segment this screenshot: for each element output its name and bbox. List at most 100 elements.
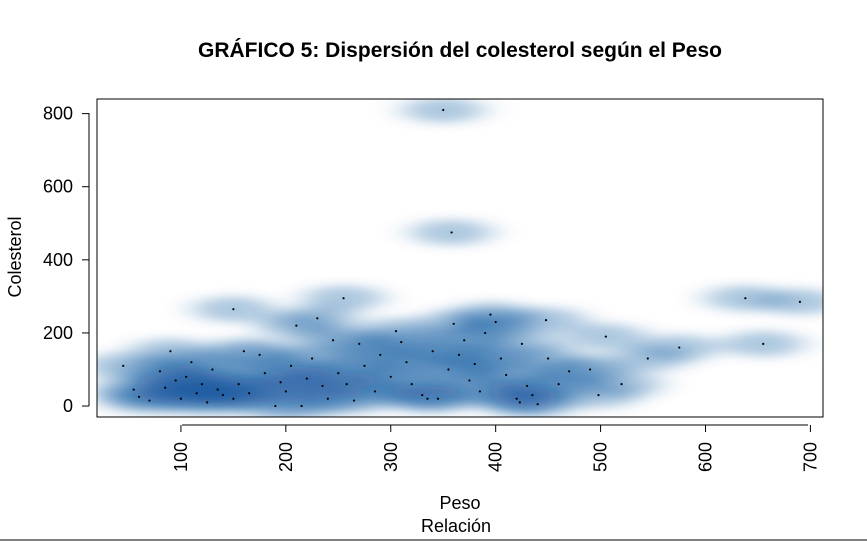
data-point bbox=[426, 397, 429, 400]
data-point bbox=[373, 390, 377, 393]
data-point bbox=[597, 393, 600, 397]
data-point bbox=[531, 393, 534, 397]
x-tick-label: 600 bbox=[695, 442, 715, 472]
data-point bbox=[179, 397, 183, 400]
data-point bbox=[436, 397, 440, 400]
data-point bbox=[798, 300, 802, 303]
data-point bbox=[169, 350, 172, 353]
data-point bbox=[331, 339, 335, 342]
data-point bbox=[646, 357, 649, 360]
data-point bbox=[258, 353, 261, 356]
data-point bbox=[326, 397, 329, 400]
plot-frame bbox=[96, 98, 824, 418]
data-point bbox=[232, 397, 235, 400]
x-tick-label: 700 bbox=[800, 442, 820, 472]
data-point bbox=[190, 361, 193, 364]
data-point bbox=[568, 370, 571, 373]
data-point bbox=[263, 372, 266, 375]
data-point bbox=[206, 401, 209, 404]
data-point bbox=[450, 231, 453, 234]
data-point bbox=[536, 403, 539, 406]
data-point bbox=[221, 393, 224, 397]
data-point bbox=[185, 375, 188, 378]
data-point bbox=[604, 335, 607, 338]
data-point bbox=[379, 353, 382, 356]
density-layer bbox=[97, 99, 823, 417]
data-point bbox=[452, 322, 455, 325]
data-point bbox=[195, 392, 198, 395]
x-tick-label: 200 bbox=[276, 442, 296, 472]
data-point bbox=[242, 350, 245, 353]
data-point bbox=[295, 324, 298, 327]
y-tick-label: 0 bbox=[63, 396, 73, 416]
x-tick-label: 300 bbox=[381, 442, 401, 472]
x-tick-label: 500 bbox=[591, 442, 611, 472]
data-point bbox=[557, 383, 560, 386]
y-tick-label: 200 bbox=[43, 323, 73, 343]
data-point bbox=[310, 357, 314, 360]
data-point bbox=[473, 362, 476, 366]
chart-title: GRÁFICO 5: Dispersión del colesterol seg… bbox=[198, 39, 722, 62]
data-point bbox=[122, 364, 125, 367]
data-point bbox=[289, 364, 293, 367]
data-point bbox=[447, 368, 450, 371]
data-point bbox=[463, 339, 466, 342]
data-point bbox=[216, 388, 219, 391]
data-point bbox=[457, 353, 461, 356]
data-point bbox=[352, 399, 356, 402]
data-point bbox=[394, 330, 398, 333]
data-point bbox=[431, 350, 434, 353]
data-point bbox=[148, 399, 151, 402]
data-point bbox=[358, 342, 361, 345]
data-point bbox=[762, 342, 765, 345]
x-axis-label: Peso bbox=[439, 493, 480, 513]
data-point bbox=[305, 377, 308, 380]
data-point bbox=[237, 383, 240, 386]
data-point bbox=[544, 319, 548, 322]
data-point bbox=[484, 331, 487, 335]
data-point bbox=[316, 317, 319, 320]
data-point bbox=[468, 379, 471, 382]
data-point bbox=[620, 383, 623, 386]
density-blob bbox=[759, 288, 823, 315]
data-point bbox=[678, 346, 681, 349]
data-point bbox=[137, 395, 141, 398]
x-axis: 100 200 300 400 500 600 700 bbox=[171, 424, 820, 472]
data-point bbox=[515, 397, 518, 400]
data-point bbox=[345, 383, 348, 386]
data-point bbox=[158, 370, 162, 373]
data-point bbox=[518, 401, 521, 404]
y-tick-label: 400 bbox=[43, 250, 73, 270]
data-point bbox=[284, 390, 287, 393]
data-point bbox=[744, 297, 747, 300]
data-point bbox=[421, 393, 424, 397]
data-point bbox=[164, 386, 167, 389]
data-point bbox=[300, 404, 303, 408]
data-point bbox=[321, 384, 324, 388]
data-point bbox=[405, 361, 408, 364]
data-point bbox=[494, 320, 497, 324]
data-point bbox=[279, 381, 282, 384]
data-point bbox=[342, 297, 345, 300]
data-point bbox=[200, 383, 204, 386]
data-point bbox=[174, 379, 177, 382]
y-tick-label: 600 bbox=[43, 177, 73, 197]
data-point bbox=[132, 388, 135, 391]
data-point bbox=[337, 372, 340, 375]
data-point bbox=[520, 342, 523, 345]
data-point bbox=[478, 390, 482, 393]
y-tick-label: 800 bbox=[43, 104, 73, 124]
x-tick-label: 400 bbox=[486, 442, 506, 472]
x-axis-sublabel: Relación bbox=[421, 516, 491, 536]
data-point bbox=[248, 392, 251, 395]
y-axis: 0 200 400 600 800 bbox=[43, 104, 90, 416]
y-axis-label: Colesterol bbox=[5, 216, 25, 297]
x-tick-label: 100 bbox=[171, 442, 191, 472]
data-point bbox=[410, 383, 413, 386]
data-point bbox=[588, 368, 592, 371]
data-point bbox=[526, 384, 529, 388]
data-point bbox=[499, 357, 503, 360]
data-point bbox=[505, 373, 508, 377]
data-point bbox=[232, 308, 235, 311]
